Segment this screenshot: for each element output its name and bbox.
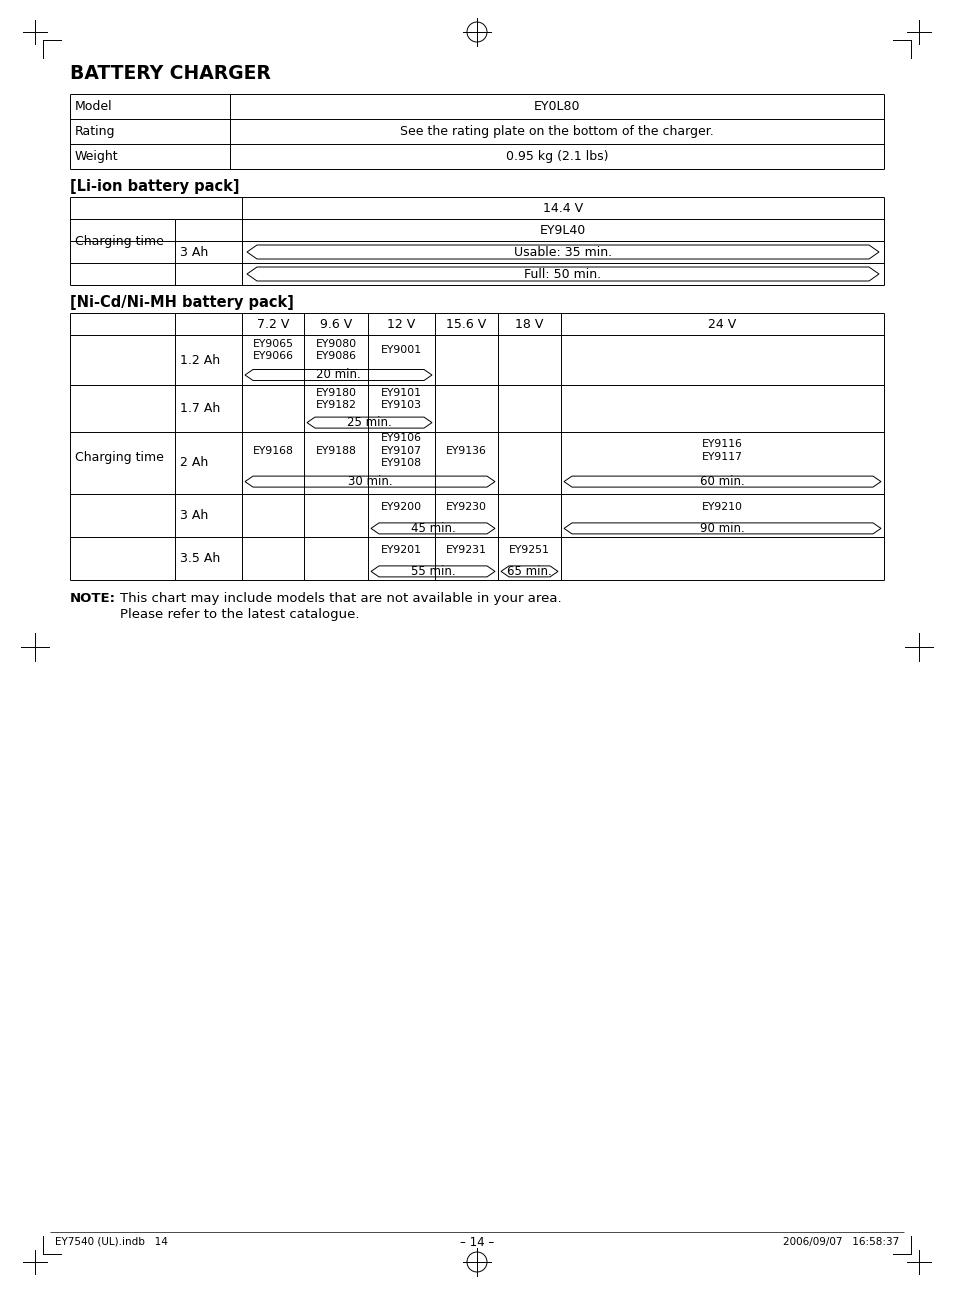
Text: 9.6 V: 9.6 V bbox=[319, 317, 352, 330]
Text: [Li-ion battery pack]: [Li-ion battery pack] bbox=[70, 179, 239, 194]
Text: 2 Ah: 2 Ah bbox=[180, 457, 208, 470]
Text: EY9065
EY9066: EY9065 EY9066 bbox=[253, 339, 294, 361]
Text: 1.7 Ah: 1.7 Ah bbox=[180, 402, 220, 415]
Text: 7.2 V: 7.2 V bbox=[256, 317, 289, 330]
Text: Rating: Rating bbox=[75, 126, 115, 138]
Text: EY9200: EY9200 bbox=[380, 502, 421, 512]
Text: EY9201: EY9201 bbox=[380, 545, 421, 555]
Text: NOTE:: NOTE: bbox=[70, 591, 116, 606]
Text: EY9106
EY9107
EY9108: EY9106 EY9107 EY9108 bbox=[380, 433, 421, 468]
Text: 3.5 Ah: 3.5 Ah bbox=[180, 553, 220, 565]
Text: See the rating plate on the bottom of the charger.: See the rating plate on the bottom of th… bbox=[399, 126, 713, 138]
Text: Usable: 35 min.: Usable: 35 min. bbox=[514, 246, 612, 259]
Text: 90 min.: 90 min. bbox=[700, 521, 744, 534]
Text: 20 min.: 20 min. bbox=[315, 369, 360, 382]
Text: 25 min.: 25 min. bbox=[347, 417, 392, 430]
Text: EY9188: EY9188 bbox=[315, 445, 356, 455]
Text: 55 min.: 55 min. bbox=[410, 565, 455, 578]
Text: 0.95 kg (2.1 lbs): 0.95 kg (2.1 lbs) bbox=[505, 150, 608, 163]
Text: 1.2 Ah: 1.2 Ah bbox=[180, 353, 220, 366]
Text: 14.4 V: 14.4 V bbox=[542, 202, 582, 215]
Text: EY7540 (UL).indb   14: EY7540 (UL).indb 14 bbox=[55, 1237, 168, 1247]
Text: EY9101
EY9103: EY9101 EY9103 bbox=[380, 388, 421, 410]
Text: 65 min.: 65 min. bbox=[507, 565, 551, 578]
Text: Please refer to the latest catalogue.: Please refer to the latest catalogue. bbox=[120, 608, 359, 621]
Text: 24 V: 24 V bbox=[708, 317, 736, 330]
Text: EY9136: EY9136 bbox=[446, 445, 486, 455]
Text: 18 V: 18 V bbox=[515, 317, 543, 330]
Text: – 14 –: – 14 – bbox=[459, 1236, 494, 1249]
Text: 12 V: 12 V bbox=[387, 317, 416, 330]
Text: 30 min.: 30 min. bbox=[347, 475, 392, 488]
Text: Full: 50 min.: Full: 50 min. bbox=[524, 268, 601, 281]
Text: Charging time: Charging time bbox=[75, 234, 164, 247]
Text: [Ni-Cd/Ni-MH battery pack]: [Ni-Cd/Ni-MH battery pack] bbox=[70, 295, 294, 311]
Text: Weight: Weight bbox=[75, 150, 118, 163]
Text: EY0L80: EY0L80 bbox=[533, 100, 579, 113]
Text: EY9080
EY9086: EY9080 EY9086 bbox=[315, 339, 356, 361]
Text: 3 Ah: 3 Ah bbox=[180, 246, 208, 259]
Text: EY9251: EY9251 bbox=[509, 545, 549, 555]
Text: Model: Model bbox=[75, 100, 112, 113]
Text: EY9001: EY9001 bbox=[380, 345, 421, 355]
Text: EY9168: EY9168 bbox=[253, 445, 294, 455]
Text: This chart may include models that are not available in your area.: This chart may include models that are n… bbox=[120, 591, 561, 606]
Text: EY9116
EY9117: EY9116 EY9117 bbox=[701, 440, 742, 462]
Text: EY9230: EY9230 bbox=[446, 502, 486, 512]
Text: EY9231: EY9231 bbox=[446, 545, 486, 555]
Text: 15.6 V: 15.6 V bbox=[446, 317, 486, 330]
Text: EY9210: EY9210 bbox=[701, 502, 742, 512]
Text: 60 min.: 60 min. bbox=[700, 475, 744, 488]
Text: EY9L40: EY9L40 bbox=[539, 224, 585, 237]
Text: 45 min.: 45 min. bbox=[410, 521, 455, 534]
Text: BATTERY CHARGER: BATTERY CHARGER bbox=[70, 63, 271, 83]
Text: 3 Ah: 3 Ah bbox=[180, 509, 208, 521]
Text: EY9180
EY9182: EY9180 EY9182 bbox=[315, 388, 356, 410]
Text: 2006/09/07   16:58:37: 2006/09/07 16:58:37 bbox=[781, 1237, 898, 1247]
Text: Charging time: Charging time bbox=[75, 452, 164, 465]
